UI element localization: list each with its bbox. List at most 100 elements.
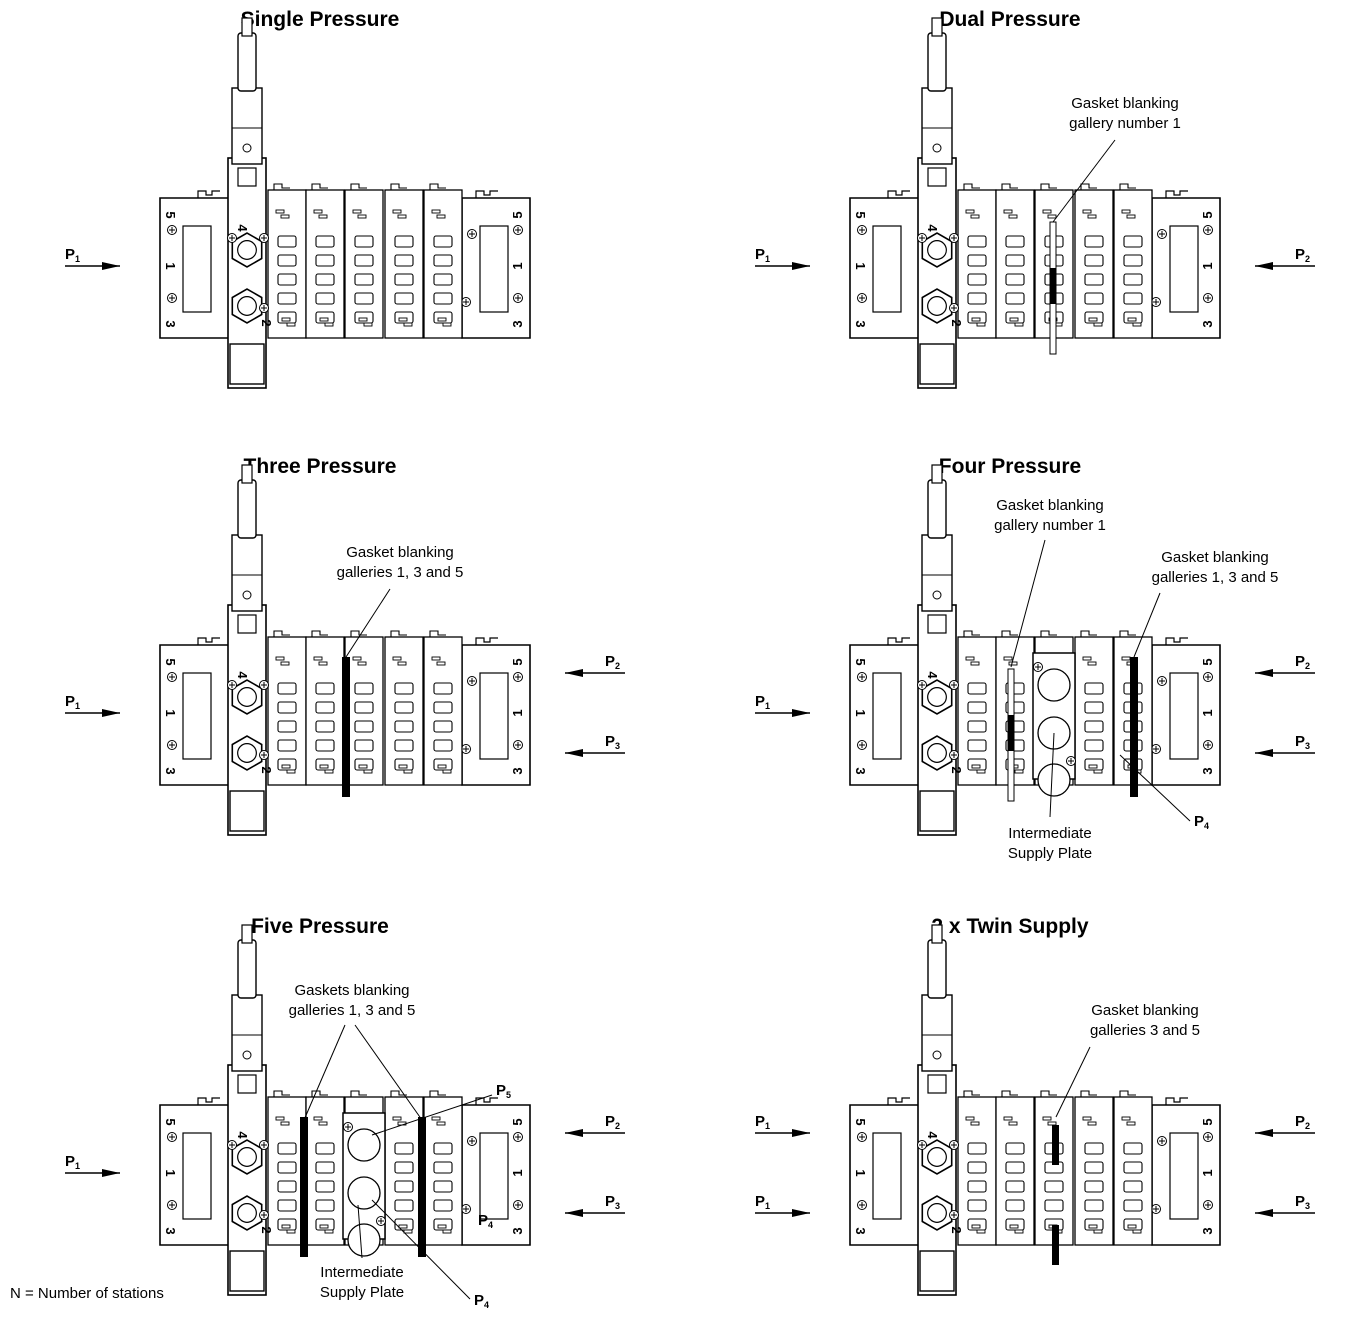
vent-slot — [397, 661, 407, 666]
valve-port-slot — [315, 292, 335, 305]
station-clip — [1119, 183, 1136, 190]
fitting-bore — [237, 1147, 257, 1167]
leader-line — [1049, 732, 1055, 818]
pressure-label: P4 — [478, 1212, 493, 1230]
port-number-label: 5 — [1200, 658, 1215, 665]
vent-slot — [324, 769, 334, 774]
valve-port-slot — [433, 1199, 453, 1212]
valve-port-slot — [1084, 1161, 1104, 1174]
vent-slot — [286, 322, 296, 327]
vent-slot — [965, 209, 975, 214]
valve-port-slot — [967, 739, 987, 752]
manifold-assembly: 5 1 3 5 1 3 4 2 P1 P2 P3 — [65, 464, 625, 836]
vent-slot — [398, 317, 408, 322]
station-clip — [963, 183, 980, 190]
valve-port-slot — [1084, 254, 1104, 267]
station-clip — [311, 183, 328, 190]
callout-text: Gasket blanking — [346, 544, 454, 561]
station-clip — [273, 630, 290, 637]
connector-cable — [931, 464, 943, 484]
station-clip — [390, 1090, 407, 1097]
valve-port-slot — [1084, 1180, 1104, 1193]
port-number-label: 3 — [163, 1227, 178, 1234]
valve-port-slot — [1005, 292, 1025, 305]
valve-port-slot — [1005, 273, 1025, 286]
end-plate-tab — [887, 190, 910, 198]
station-clip — [429, 183, 446, 190]
manual-override-button — [237, 1074, 257, 1094]
vent-slot — [1008, 1121, 1018, 1126]
vent-slot — [1093, 322, 1103, 327]
vent-slot — [1132, 1229, 1142, 1234]
valve-port-slot — [1005, 235, 1025, 248]
vent-slot — [436, 1121, 446, 1126]
vent-slot — [392, 656, 402, 661]
vent-slot — [275, 1116, 285, 1121]
port-number-label: 1 — [163, 709, 178, 716]
valve-port-number: 4 — [235, 1131, 250, 1139]
valve-port-slot — [277, 739, 297, 752]
valve-port-slot — [1005, 1161, 1025, 1174]
vent-slot — [1088, 1224, 1098, 1229]
pilot-end-cap — [229, 343, 265, 385]
vent-slot — [1088, 317, 1098, 322]
vent-slot — [1082, 1116, 1092, 1121]
valve-port-slot — [354, 720, 374, 733]
valve-port-slot — [354, 682, 374, 695]
valve-port-slot — [394, 739, 414, 752]
valve-port-slot — [315, 235, 335, 248]
fitting-bore — [927, 1147, 947, 1167]
vent-slot — [281, 1224, 291, 1229]
station-clip — [1080, 630, 1097, 637]
valve-port-slot — [967, 254, 987, 267]
vent-slot — [352, 209, 362, 214]
pilot-end-cap — [229, 790, 265, 832]
vent-slot — [319, 764, 329, 769]
leader-line — [371, 1094, 493, 1136]
port-number-label: 1 — [1200, 1169, 1215, 1176]
end-plate-tab — [475, 637, 498, 645]
end-plate-tab — [1165, 190, 1188, 198]
panel-title: 2 x Twin Supply — [931, 915, 1089, 938]
fitting-nut-icon — [231, 1195, 263, 1231]
vent-slot — [431, 1116, 441, 1121]
fitting-nut-icon — [231, 735, 263, 771]
end-plate-tab — [197, 1097, 220, 1105]
pilot-end-cap — [919, 790, 955, 832]
vent-slot — [1088, 764, 1098, 769]
valve-port-slot — [277, 1180, 297, 1193]
callout-text: Gasket blanking — [996, 497, 1104, 514]
callout-group: Gasket blanking galleries 3 and 5 — [1055, 1002, 1200, 1118]
valve-port-slot — [1084, 235, 1104, 248]
valve-port-slot — [315, 1161, 335, 1174]
vent-slot — [1014, 769, 1024, 774]
valve-port-slot — [1005, 1199, 1025, 1212]
station-clip — [311, 630, 328, 637]
station-clip — [1119, 630, 1136, 637]
valve-port-slot — [315, 254, 335, 267]
leader-line — [1010, 539, 1046, 668]
vent-slot — [357, 661, 367, 666]
valve-port-slot — [433, 1161, 453, 1174]
manifold-diagram: 5 1 3 5 1 3 4 2 P1 P2 P3 Gasket blanking galleries 1… — [65, 464, 625, 836]
blanking-gasket-bar — [418, 1117, 426, 1257]
station-clip — [390, 183, 407, 190]
indicator-icon — [242, 1050, 252, 1060]
callout-text: Intermediate — [1008, 825, 1091, 842]
valve-port-slot — [354, 254, 374, 267]
valve-port-slot — [1084, 701, 1104, 714]
vent-slot — [976, 322, 986, 327]
port-number-label: 1 — [163, 1169, 178, 1176]
valve-port-slot — [1044, 1199, 1064, 1212]
blanking-gasket-bar — [1050, 268, 1056, 304]
valve-port-slot — [967, 235, 987, 248]
supply-port-circle — [347, 1128, 381, 1162]
station-clip — [390, 630, 407, 637]
pressure-label: P1 — [755, 693, 770, 711]
port-number-label: 5 — [510, 658, 525, 665]
vent-slot — [437, 764, 447, 769]
vent-slot — [1087, 661, 1097, 666]
port-number-label: 3 — [1200, 767, 1215, 774]
port-number-label: 1 — [163, 262, 178, 269]
supply-arrow-head — [1255, 749, 1273, 757]
